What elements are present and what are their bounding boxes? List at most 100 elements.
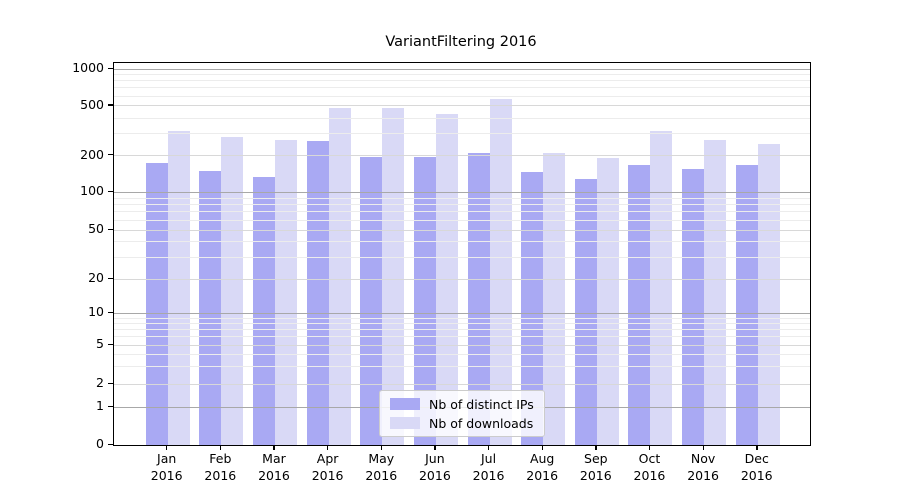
x-tick-label: Dec 2016 <box>740 451 773 483</box>
bar-distinct-ips-mar <box>252 176 275 445</box>
bar-downloads-mar <box>274 140 297 445</box>
x-tick-mark <box>595 445 597 450</box>
gridline <box>114 256 810 258</box>
x-tick-label: Nov 2016 <box>687 451 719 483</box>
gridline <box>114 317 810 319</box>
x-tick-mark <box>273 445 275 450</box>
gridline <box>114 87 810 89</box>
gridline <box>114 383 810 385</box>
bar-downloads-jan <box>167 131 190 445</box>
legend: Nb of distinct IPs Nb of downloads <box>379 390 545 437</box>
x-tick-label: Oct 2016 <box>633 451 666 483</box>
gridline <box>114 353 810 355</box>
gridline <box>114 229 810 231</box>
gridline <box>114 197 810 199</box>
y-tick-label: 1000 <box>72 60 104 75</box>
gridline <box>114 329 810 331</box>
bar-distinct-ips-oct <box>628 164 651 445</box>
y-tick-label: 100 <box>80 183 104 199</box>
y-tick-label: 2 <box>96 375 104 390</box>
y-tick-mark <box>108 382 113 384</box>
bar-downloads-aug <box>543 152 566 445</box>
gridline <box>114 241 810 243</box>
bar-distinct-ips-dec <box>735 164 758 445</box>
x-tick-label: Apr 2016 <box>311 451 344 483</box>
bar-distinct-ips-apr <box>306 141 329 445</box>
bar-downloads-jul <box>489 98 512 445</box>
gridline <box>114 117 810 119</box>
x-tick-mark <box>702 445 704 450</box>
plot-area <box>113 62 811 446</box>
bar-distinct-ips-jan <box>145 163 168 445</box>
x-tick-mark <box>219 445 222 450</box>
gridline <box>114 336 810 338</box>
legend-label: Nb of distinct IPs <box>429 396 534 412</box>
gridline <box>114 344 810 346</box>
x-tick-label: Mar 2016 <box>258 451 290 483</box>
y-tick-label: 0 <box>96 436 104 451</box>
y-tick-label: 10 <box>88 304 104 320</box>
x-tick-mark <box>488 445 490 450</box>
y-tick-label: 50 <box>88 221 104 236</box>
y-tick-label: 5 <box>96 336 104 351</box>
y-tick-mark <box>108 405 113 408</box>
legend-item: Nb of distinct IPs <box>390 397 534 412</box>
x-tick-label: May 2016 <box>365 451 398 483</box>
x-tick-label: Jan 2016 <box>150 451 183 483</box>
gridline <box>114 312 810 314</box>
y-tick-label: 200 <box>80 146 104 162</box>
bar-downloads-apr <box>328 108 351 445</box>
gridline <box>114 323 810 325</box>
x-tick-label: Feb 2016 <box>204 451 237 483</box>
gridline <box>114 204 810 205</box>
x-tick-mark <box>434 445 436 450</box>
x-tick-label: Jun 2016 <box>418 451 451 483</box>
x-tick-mark <box>648 445 651 450</box>
chart-title: VariantFiltering 2016 <box>385 34 537 50</box>
bar-distinct-ips-may <box>360 156 383 445</box>
bar-distinct-ips-nov <box>682 169 705 445</box>
y-tick-mark <box>108 228 113 230</box>
y-tick-mark <box>108 311 113 314</box>
x-tick-label: Aug 2016 <box>526 451 559 483</box>
x-tick-mark <box>541 445 543 450</box>
y-tick-label: 1 <box>96 398 104 414</box>
gridline <box>114 74 810 76</box>
gridline <box>114 219 810 221</box>
bar-downloads-dec <box>757 143 780 445</box>
y-tick-mark <box>108 343 113 345</box>
gridline <box>114 278 810 280</box>
gridline <box>114 80 810 82</box>
gridline <box>114 105 810 107</box>
y-tick-mark <box>108 67 113 69</box>
y-tick-mark <box>108 154 113 156</box>
y-tick-mark <box>108 443 113 445</box>
gridline <box>114 133 810 135</box>
y-tick-mark <box>108 277 113 279</box>
x-tick-mark <box>166 445 168 450</box>
bar-downloads-feb <box>221 136 244 445</box>
y-tick-label: 20 <box>88 270 104 285</box>
bar-downloads-oct <box>650 131 673 445</box>
legend-label: Nb of downloads <box>429 415 534 431</box>
legend-item: Nb of downloads <box>390 416 534 431</box>
x-tick-mark <box>380 445 383 450</box>
gridline <box>114 211 810 213</box>
bar-distinct-ips-feb <box>199 170 222 445</box>
gridline <box>114 191 810 193</box>
gridline <box>114 155 810 157</box>
x-tick-label: Sep 2016 <box>579 451 612 483</box>
gridline <box>114 68 810 70</box>
bar-downloads-nov <box>704 139 727 445</box>
bar-distinct-ips-jul <box>467 152 490 445</box>
gridline <box>114 95 810 97</box>
y-tick-label: 500 <box>80 96 104 112</box>
gridline <box>114 366 810 368</box>
x-tick-mark <box>327 445 329 450</box>
y-tick-mark <box>108 190 113 193</box>
bar-downloads-sep <box>596 158 619 445</box>
x-tick-mark <box>756 445 758 450</box>
legend-swatch-downloads <box>390 417 420 429</box>
bar-distinct-ips-sep <box>574 178 597 445</box>
